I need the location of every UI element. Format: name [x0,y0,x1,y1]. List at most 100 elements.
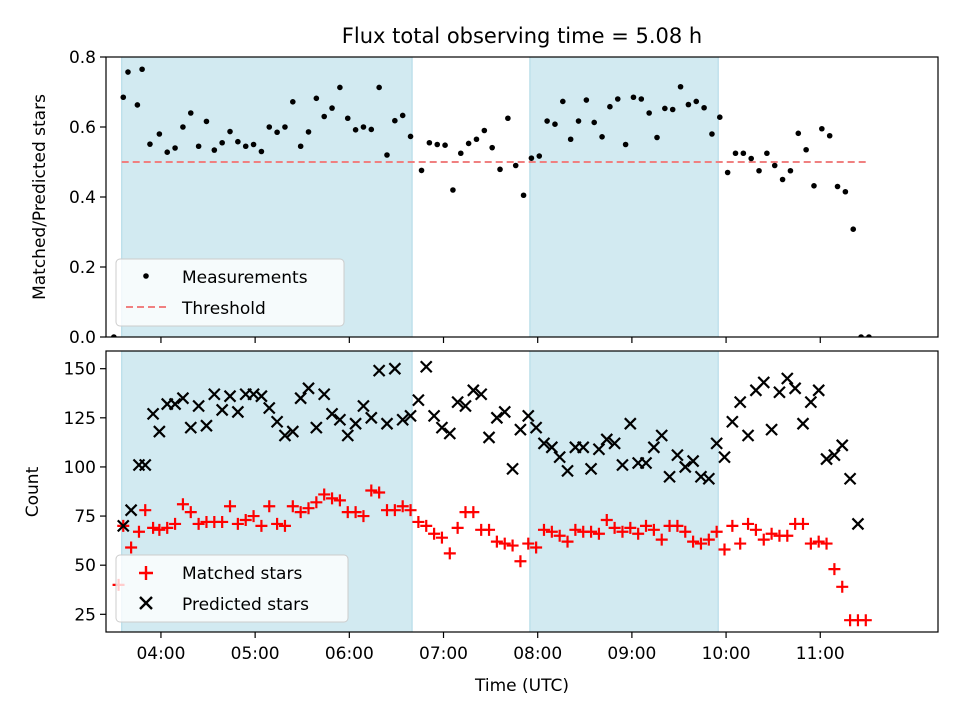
predicted-star-point [396,413,409,427]
measurement-point [599,134,605,140]
matched-star-point [506,539,519,552]
measurement-point [771,162,778,169]
top-x-ticks [160,337,821,343]
measurement-point [227,128,233,135]
legend-swatch-measurements [143,273,149,279]
measurement-point [187,110,194,116]
matched-star-point [545,525,558,538]
matched-star-point [184,506,197,519]
measurement-point [677,83,684,90]
predicted-star-point [514,423,527,436]
measurement-point [250,141,257,148]
matched-star-point [600,513,613,526]
measurement-point [795,130,802,137]
legend-label-threshold: Threshold [181,299,266,319]
bottom-y-ticks: 25 50 75 100 125 150 [64,360,106,625]
measurement-point [622,141,629,148]
predicted-star-point [843,472,857,486]
measurement-point [638,96,645,102]
matched-star-point [271,517,284,530]
measurement-point [457,150,464,157]
measurement-point [607,103,613,110]
predicted-star-point [765,423,778,436]
measurement-point [654,134,660,141]
matched-star-point [640,519,653,532]
matched-star-point [125,541,138,554]
matched-star-point [514,555,527,568]
measurement-point [258,148,265,155]
matched-star-point [483,523,496,536]
measurement-point [497,166,503,173]
predicted-star-point [192,399,205,413]
y-tick-label: 0.8 [69,48,96,68]
matched-star-point [420,519,433,532]
predicted-star-point [286,425,300,438]
matched-star-point [828,563,841,576]
y-tick-label: 50 [74,556,96,576]
matched-star-point [451,521,464,534]
matched-star-point [318,488,331,501]
matched-star-point [349,506,362,519]
predicted-star-point [522,409,535,423]
predicted-star-point [231,405,245,419]
predicted-star-point [851,517,865,531]
matched-star-point [734,537,747,550]
matched-star-point [467,506,480,519]
predicted-star-point [443,427,457,440]
matched-star-point [428,527,441,540]
measurement-point [685,101,692,108]
measurement-point [536,153,543,159]
matched-star-point [820,537,833,550]
matched-star-point [443,547,456,560]
measurement-point [819,125,825,132]
matched-star-point [278,519,291,532]
matched-star-point [530,541,543,554]
measurement-point [505,115,511,122]
x-tick-label: 05:00 [231,644,280,664]
predicted-star-point [153,425,166,438]
matched-star-point [679,525,692,538]
top-panel: 0.00.20.40.60.8 Matched/Predicted stars … [30,48,939,348]
measurement-point [305,129,312,135]
matched-star-point [702,533,715,546]
matched-star-point [412,515,425,528]
x-tick-label: 09:00 [607,644,656,664]
matched-star-point [239,513,252,526]
matched-star-point [153,523,166,536]
matched-star-point [176,498,189,511]
matched-star-point [169,517,182,530]
predicted-star-point [726,415,739,429]
predicted-star-point [820,452,833,466]
measurement-point [866,334,872,337]
measurement-point [120,94,127,101]
predicted-star-point [796,417,810,430]
predicted-star-point [380,417,394,430]
predicted-star-point [349,417,362,430]
measurement-point [528,155,535,161]
predicted-star-point [215,403,229,417]
predicted-star-point [537,437,551,450]
predicted-star-point [302,382,315,395]
predicted-star-point [702,472,716,486]
matched-star-point [132,525,145,538]
matched-star-point [616,525,629,538]
predicted-star-point [223,389,237,403]
predicted-star-point [467,384,480,397]
measurement-point [575,118,582,124]
predicted-star-point [828,448,841,462]
matched-star-point [553,529,566,542]
matched-star-point [726,519,739,532]
matched-star-point [624,521,637,534]
measurement-point [434,141,441,148]
matched-star-point [139,504,152,517]
predicted-star-point [474,387,488,401]
measurement-point [242,143,249,150]
matched-star-point [647,523,660,536]
measurement-point [172,145,178,151]
measurement-point [211,147,218,153]
shaded-interval [529,350,719,633]
measurement-point [512,162,519,169]
matched-star-point [147,521,160,534]
matched-star-point [286,500,299,513]
x-tick-label: 10:00 [702,644,751,664]
